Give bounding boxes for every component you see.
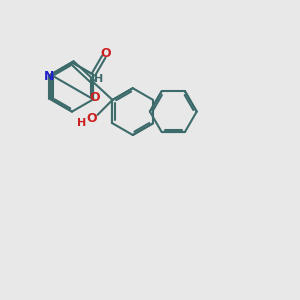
Text: O: O xyxy=(89,91,100,104)
Text: O: O xyxy=(86,112,97,125)
Text: O: O xyxy=(100,47,111,60)
Text: H: H xyxy=(77,118,86,128)
Text: N: N xyxy=(44,70,54,83)
Text: H: H xyxy=(94,74,103,84)
